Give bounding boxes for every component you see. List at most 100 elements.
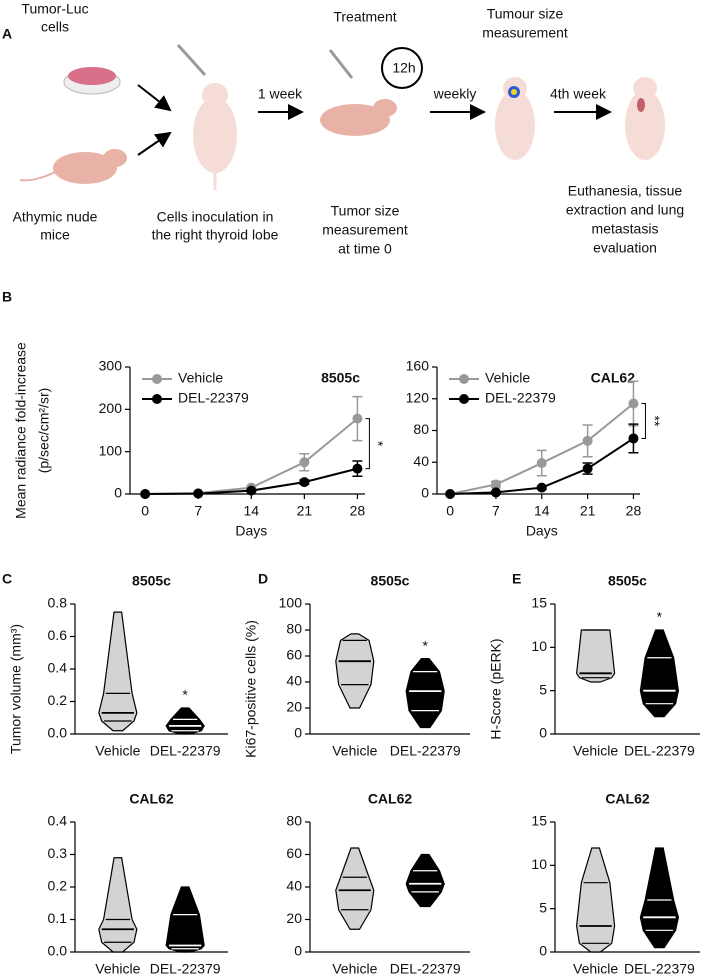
data-point xyxy=(536,458,547,469)
panel-label: B xyxy=(2,289,12,305)
arrow xyxy=(137,131,172,156)
legend-label: DEL-22379 xyxy=(178,390,249,406)
x-tick-label: 21 xyxy=(297,503,313,519)
y-tick-label: 0.2 xyxy=(48,692,68,708)
mouse-top xyxy=(625,90,665,160)
step-label: Treatment xyxy=(333,9,396,25)
mouse-top xyxy=(495,90,535,160)
step-label: cells xyxy=(41,19,69,35)
y-tick-label: 0.8 xyxy=(48,595,68,611)
significance-label: ** xyxy=(647,416,663,427)
x-tick-label: DEL-22379 xyxy=(390,961,461,977)
step-label: metastasis xyxy=(592,221,659,237)
arrow xyxy=(137,84,172,112)
y-tick-label: 40 xyxy=(286,673,302,689)
data-point xyxy=(352,463,363,474)
data-point xyxy=(628,398,639,409)
y-tick-label: 0.2 xyxy=(48,878,68,894)
y-tick-label: 80 xyxy=(286,621,302,637)
y-axis-label: Tumor volume (mm³) xyxy=(8,624,24,754)
significance-label: * xyxy=(657,609,663,625)
data-point xyxy=(490,479,501,490)
arrow-label: 1 week xyxy=(258,86,303,102)
syringe xyxy=(328,49,354,79)
x-tick-label: 28 xyxy=(350,503,366,519)
data-point xyxy=(193,488,204,499)
step-label: at time 0 xyxy=(338,241,392,257)
data-point xyxy=(299,477,310,488)
mouse-top xyxy=(193,97,237,173)
x-tick-label: 0 xyxy=(446,503,454,519)
x-tick-label: 0 xyxy=(141,503,149,519)
mouse-head xyxy=(103,149,127,167)
y-tick-label: 100 xyxy=(279,595,303,611)
y-tick-label: 0.0 xyxy=(48,725,68,741)
y-tick-label: 0.3 xyxy=(48,845,68,861)
x-tick-label: 14 xyxy=(244,503,260,519)
violin xyxy=(575,847,616,953)
step-label: Tumor-Luc xyxy=(21,1,88,17)
signal-core xyxy=(511,89,517,95)
y-tick-label: 10 xyxy=(531,856,547,872)
y-tick-label: 0.0 xyxy=(48,943,68,959)
y-tick-label: 60 xyxy=(286,647,302,663)
panel-label: A xyxy=(2,26,12,42)
legend-swatch xyxy=(459,374,469,384)
x-tick-label: 7 xyxy=(492,503,500,519)
y-tick-label: 160 xyxy=(406,358,430,374)
x-tick-label: Vehicle xyxy=(332,961,377,977)
chart-title: 8505c xyxy=(321,370,360,386)
y-tick-label: 300 xyxy=(99,358,123,374)
x-tick-label: Vehicle xyxy=(95,743,140,759)
y-tick-label: 10 xyxy=(531,638,547,654)
data-point xyxy=(299,457,310,468)
violin xyxy=(98,857,138,953)
mouse-tail xyxy=(19,171,56,182)
x-tick-label: 14 xyxy=(534,503,550,519)
step-label: Athymic nude xyxy=(13,209,98,225)
x-tick-label: DEL-22379 xyxy=(624,961,695,977)
x-tick-label: DEL-22379 xyxy=(150,961,221,977)
step-label: mice xyxy=(40,227,70,243)
data-point xyxy=(352,413,363,424)
y-tick-label: 0 xyxy=(539,725,547,741)
x-tick-label: DEL-22379 xyxy=(150,743,221,759)
y-tick-label: 40 xyxy=(413,453,429,469)
step-label: the right thyroid lobe xyxy=(152,227,279,243)
step-label: measurement xyxy=(482,25,568,41)
y-tick-label: 80 xyxy=(413,421,429,437)
y-axis-label: Ki67-positive cells (%) xyxy=(243,620,259,758)
data-point xyxy=(140,489,151,499)
legend-label: Vehicle xyxy=(485,370,530,386)
violin xyxy=(335,847,375,930)
chart-title: CAL62 xyxy=(129,791,174,807)
chart-title: 8505c xyxy=(371,573,410,589)
step-label: evaluation xyxy=(593,240,657,256)
mouse-head xyxy=(202,83,228,107)
step-label: Tumor size xyxy=(331,203,400,219)
data-point xyxy=(628,433,639,444)
significance-label: * xyxy=(182,687,188,703)
dish-medium xyxy=(68,67,116,85)
violin xyxy=(335,633,375,709)
chart-title: 8505c xyxy=(608,573,647,589)
chart-title: CAL62 xyxy=(591,370,636,386)
legend-swatch xyxy=(152,374,162,384)
data-point xyxy=(536,482,547,493)
y-axis-label: H-Score (pERK) xyxy=(488,638,504,739)
cycle xyxy=(381,47,423,89)
y-tick-label: 0.6 xyxy=(48,627,68,643)
panel-label: D xyxy=(258,571,268,587)
chart-title: CAL62 xyxy=(605,791,650,807)
violin xyxy=(98,611,138,732)
violin xyxy=(405,658,445,729)
step-label: Euthanesia, tissue xyxy=(568,183,683,199)
y-tick-label: 100 xyxy=(99,442,123,458)
y-tick-label: 5 xyxy=(539,681,547,697)
panel-label: C xyxy=(2,571,12,587)
step-label: measurement xyxy=(322,222,408,238)
violin xyxy=(165,886,205,953)
series-line xyxy=(449,402,635,495)
x-tick-label: 28 xyxy=(626,503,642,519)
